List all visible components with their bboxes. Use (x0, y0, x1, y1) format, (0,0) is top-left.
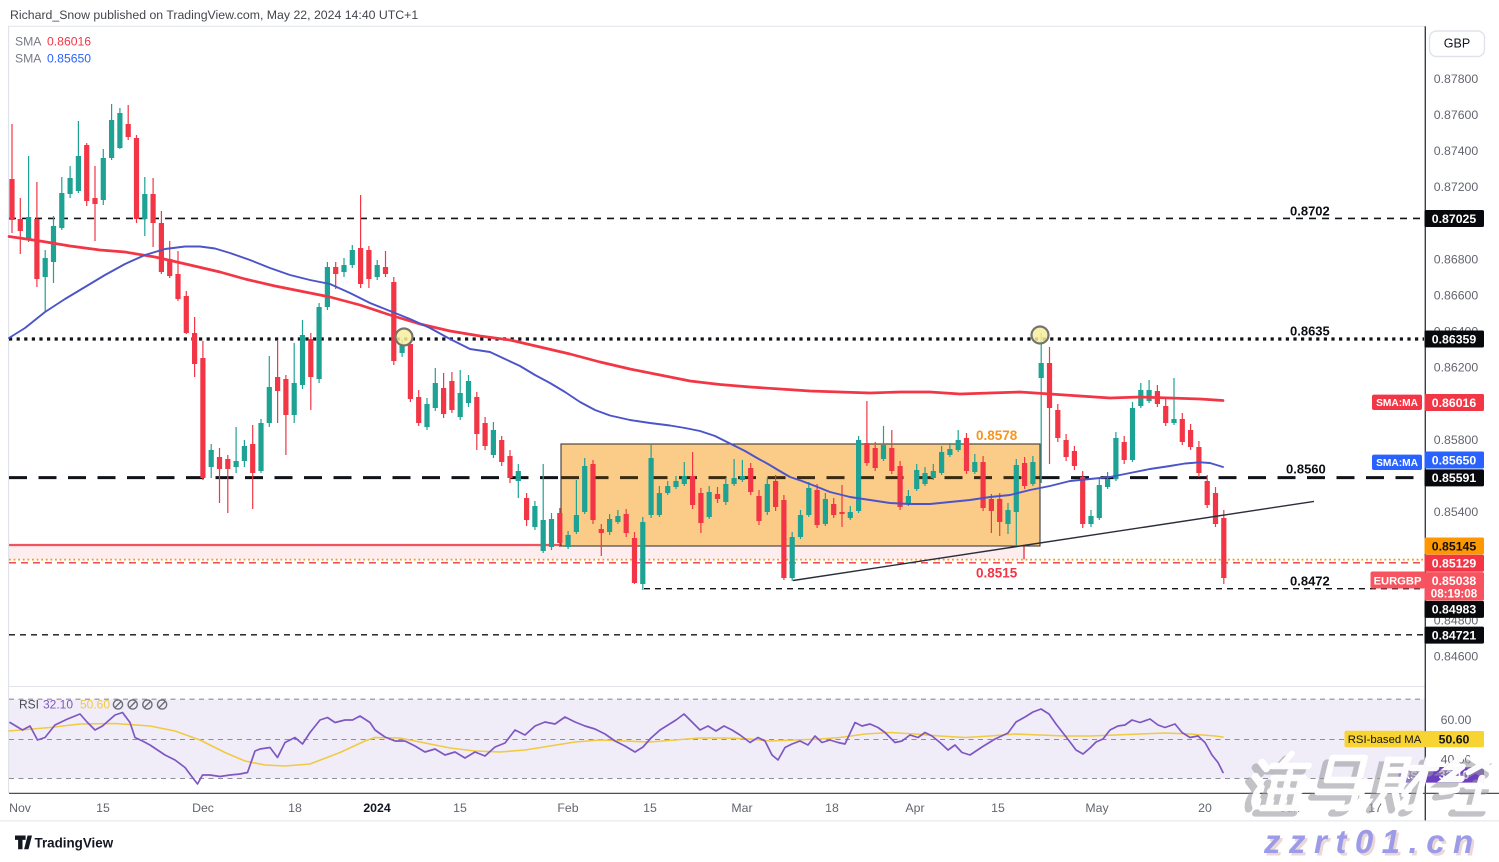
svg-text:18: 18 (288, 801, 302, 815)
svg-text:50.60: 50.60 (1439, 732, 1470, 746)
svg-text:0.86016: 0.86016 (1432, 396, 1477, 410)
svg-text:0.85145: 0.85145 (1432, 539, 1477, 553)
svg-text:0.86800: 0.86800 (1434, 252, 1479, 266)
svg-text:zzrt01.cn: zzrt01.cn (1266, 826, 1485, 858)
svg-text:0.87800: 0.87800 (1434, 72, 1479, 86)
svg-text:EURGBP: EURGBP (1374, 575, 1422, 587)
svg-text:SMA: SMA (15, 52, 42, 66)
svg-text:0.86200: 0.86200 (1434, 361, 1479, 375)
svg-text:Nov: Nov (9, 801, 32, 815)
svg-text:0.8515: 0.8515 (976, 566, 1018, 581)
svg-text:0.8560: 0.8560 (1286, 462, 1326, 477)
svg-text:Dec: Dec (192, 801, 214, 815)
svg-text:2024: 2024 (363, 801, 391, 815)
svg-text:zzrt01.cn: zzrt01.cn (1263, 823, 1482, 857)
svg-text:15: 15 (453, 801, 467, 815)
svg-text:50.60: 50.60 (80, 698, 110, 712)
svg-text:0.84600: 0.84600 (1434, 650, 1479, 664)
svg-text:0.84721: 0.84721 (1432, 628, 1477, 642)
svg-text:0.85129: 0.85129 (1432, 557, 1477, 571)
svg-text:0.85650: 0.85650 (1432, 453, 1477, 467)
svg-text:0.85800: 0.85800 (1434, 433, 1479, 447)
svg-text:0.8702: 0.8702 (1290, 204, 1330, 219)
svg-text:0.86016: 0.86016 (47, 35, 91, 49)
svg-text:0.84983: 0.84983 (1432, 603, 1477, 617)
svg-text:60.00: 60.00 (1441, 713, 1472, 727)
svg-text:May: May (1085, 801, 1109, 815)
svg-text:0.87200: 0.87200 (1434, 180, 1479, 194)
svg-text:08:19:08: 08:19:08 (1431, 588, 1478, 601)
svg-text:20: 20 (1198, 801, 1212, 815)
svg-text:0.87400: 0.87400 (1434, 144, 1479, 158)
svg-text:RSI: RSI (19, 698, 39, 712)
svg-text:RSI-based MA: RSI-based MA (1348, 734, 1422, 746)
svg-text:SMA:MA: SMA:MA (1376, 458, 1419, 469)
svg-text:Richard_Snow published on Trad: Richard_Snow published on TradingView.co… (10, 8, 418, 22)
svg-text:GBP: GBP (1444, 37, 1470, 51)
svg-text:0.85038: 0.85038 (1432, 574, 1477, 588)
svg-text:0.87025: 0.87025 (1432, 212, 1477, 226)
svg-text:15: 15 (96, 801, 110, 815)
svg-text:0.8635: 0.8635 (1290, 324, 1330, 339)
svg-text:18: 18 (825, 801, 839, 815)
svg-text:0.85400: 0.85400 (1434, 505, 1479, 519)
svg-text:32.10: 32.10 (43, 698, 73, 712)
svg-text:SMA: SMA (15, 35, 42, 49)
svg-text:0.85591: 0.85591 (1432, 471, 1477, 485)
svg-text:0.8472: 0.8472 (1290, 574, 1330, 589)
svg-text:Mar: Mar (731, 801, 752, 815)
svg-text:0.87600: 0.87600 (1434, 108, 1479, 122)
svg-text:0.86600: 0.86600 (1434, 288, 1479, 302)
svg-text:TradingView: TradingView (35, 836, 114, 851)
svg-text:0.85650: 0.85650 (47, 52, 91, 66)
svg-text:15: 15 (643, 801, 657, 815)
svg-text:15: 15 (991, 801, 1005, 815)
svg-text:0.8578: 0.8578 (976, 428, 1018, 443)
svg-text:SMA:MA: SMA:MA (1376, 398, 1419, 409)
svg-text:Feb: Feb (557, 801, 578, 815)
svg-text:Apr: Apr (905, 801, 924, 815)
svg-text:0.86359: 0.86359 (1432, 332, 1477, 346)
